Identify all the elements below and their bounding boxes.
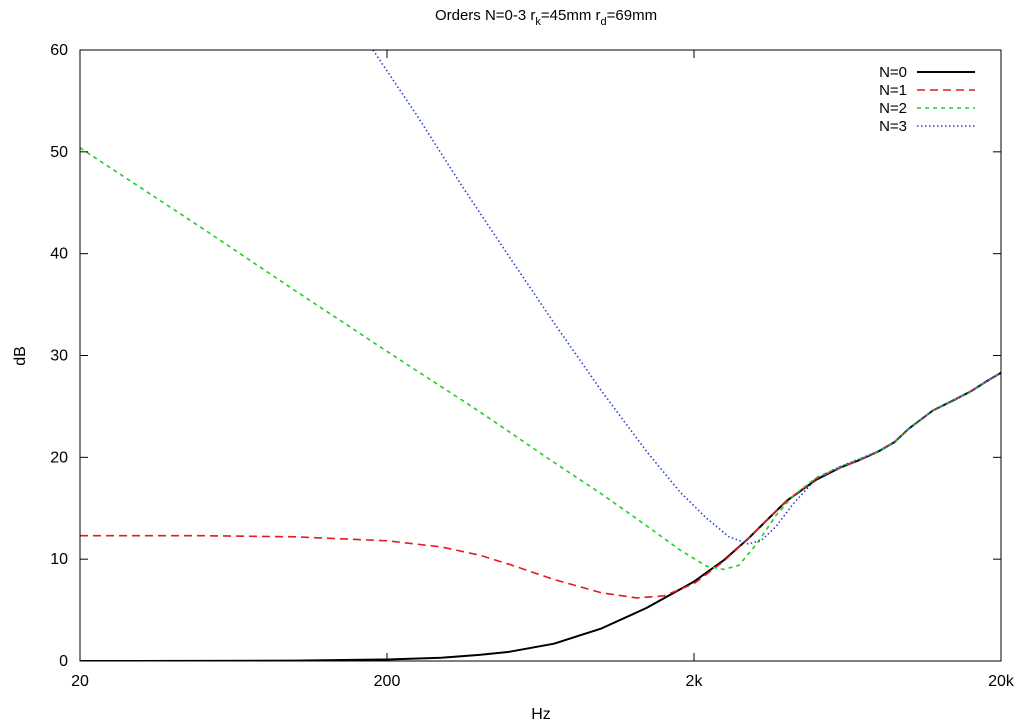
legend-label: N=3 bbox=[879, 118, 907, 135]
series-line-n2 bbox=[80, 147, 1001, 571]
y-tick-label: 40 bbox=[50, 246, 68, 263]
y-tick-label: 10 bbox=[50, 551, 68, 568]
chart-title: Orders N=0-3 rk=45mm rd=69mm bbox=[435, 7, 657, 28]
x-tick-label: 20 bbox=[71, 673, 89, 690]
y-tick-label: 30 bbox=[50, 348, 68, 365]
legend-label: N=1 bbox=[879, 82, 907, 99]
plot-frame bbox=[79, 49, 1002, 662]
y-axis-label: dB bbox=[12, 346, 29, 366]
x-tick-label: 20k bbox=[988, 673, 1015, 690]
y-tick-label: 20 bbox=[50, 449, 68, 466]
y-tick-label: 60 bbox=[50, 42, 68, 59]
x-tick-label: 200 bbox=[374, 673, 401, 690]
x-axis: 20 200 2k 20k bbox=[71, 50, 1015, 690]
x-axis-label: Hz bbox=[531, 706, 551, 723]
series-line-n1 bbox=[80, 372, 1001, 599]
y-tick-label: 50 bbox=[50, 144, 68, 161]
legend: N=0N=1N=2N=3 bbox=[879, 64, 975, 135]
legend-label: N=2 bbox=[879, 100, 907, 117]
plot-area bbox=[80, 50, 1001, 661]
x-tick-label: 2k bbox=[686, 673, 704, 690]
y-axis: 0 10 20 30 40 50 60 bbox=[50, 42, 1001, 670]
y-tick-label: 0 bbox=[59, 653, 68, 670]
legend-label: N=0 bbox=[879, 64, 907, 81]
series-line-n0 bbox=[80, 371, 1001, 661]
